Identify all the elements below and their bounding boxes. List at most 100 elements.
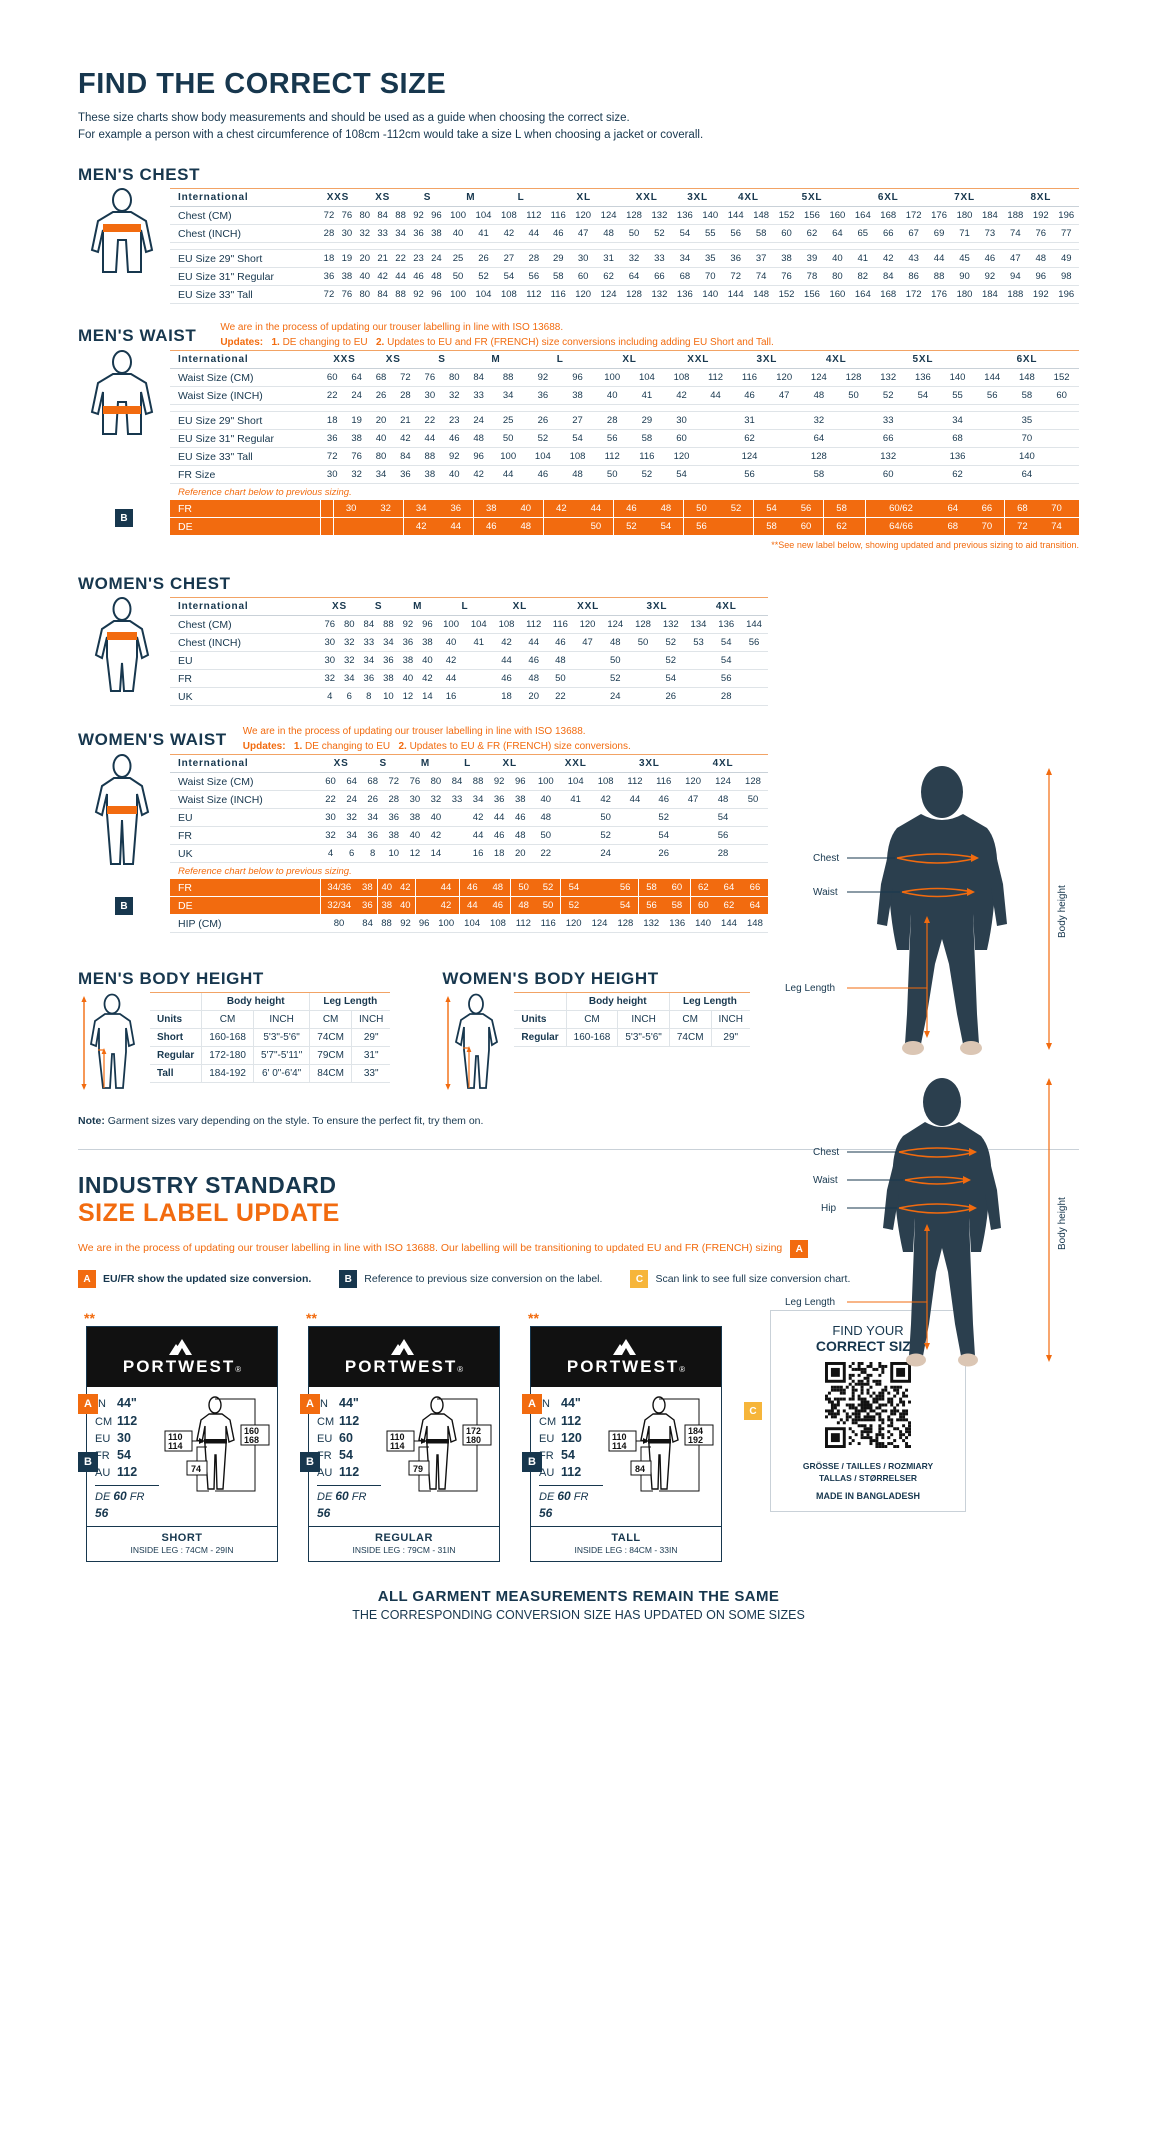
table-cell: 54: [720, 637, 732, 649]
table-cell: 54: [753, 500, 789, 519]
table-cell: 60: [689, 896, 717, 916]
female-chest-label: Chest: [813, 1147, 839, 1158]
table-cell: 76: [341, 210, 353, 222]
table-cell: [561, 827, 591, 845]
table-cell: [858, 500, 866, 519]
brand-banner: PORTWEST®: [531, 1327, 721, 1388]
womens-chest-title: WOMEN'S CHEST: [78, 574, 231, 594]
update-num-2: 2.: [398, 741, 407, 753]
table-cell: 76: [1035, 228, 1047, 240]
update-text-2: Updates to EU and FR (FRENCH) size conve…: [387, 337, 774, 349]
table-cell: 48: [508, 517, 544, 537]
table-row: Waist Size (INCH) 22 24 26 28 30 32 33 34 36 38 40 4…: [170, 387, 1079, 405]
table-cell: 20: [359, 253, 371, 265]
table-cell: 69: [933, 228, 945, 240]
row-label: FR Size: [178, 468, 216, 481]
table-cell: 18: [493, 848, 505, 860]
female-full-figure: [442, 992, 514, 1097]
table-cell: 44: [458, 896, 486, 916]
table-header-row: International XS S M L XL XXL 3XL 4XL: [170, 597, 768, 616]
table-cell: 44: [528, 228, 540, 240]
table-cell: 160: [829, 289, 846, 301]
bh-row: Tall 184-192 6' 0"-6'4" 84CM 33": [150, 1064, 391, 1084]
legend-item-a: A EU/FR show the updated size conversion…: [78, 1270, 311, 1289]
table-cell: 176: [931, 210, 947, 222]
table-cell: 46: [493, 830, 505, 842]
table-cell: 36: [402, 637, 414, 649]
bh-group-header: Body height: [565, 992, 670, 1012]
table-cell: [629, 670, 657, 688]
badge-a-inline: A: [790, 1240, 809, 1259]
table-cell: 104: [475, 210, 492, 222]
table-cell: 116: [550, 210, 566, 222]
row-label: Chest (CM): [178, 209, 232, 222]
qr-line-3: MADE IN BANGLADESH: [815, 1491, 920, 1502]
de-value: 60: [335, 1488, 349, 1503]
table-cell: 44: [395, 271, 406, 283]
label-box: PORTWEST® IN 44" CM 112 EU 30 FR 54 AU 112 DE 60 FR…: [86, 1326, 278, 1562]
table-cell: 108: [569, 451, 586, 463]
row-label: Waist Size (INCH): [178, 389, 263, 402]
bh-cell: 79CM: [309, 1046, 352, 1066]
previous-size-row: DE 60 FR 56: [95, 1484, 159, 1522]
table-cell: 64: [813, 433, 825, 445]
row-label: EU Size 29" Short: [178, 414, 263, 427]
column-header-7xl: 7XL: [954, 192, 975, 204]
table-cell: 27: [572, 415, 583, 427]
column-header-5xl: 5XL: [801, 192, 823, 204]
table-cell: 32: [344, 655, 355, 667]
table-cell: 84: [363, 619, 375, 631]
mens-chest-title: MEN'S CHEST: [78, 165, 201, 185]
table-cell: 38: [781, 253, 792, 265]
bh-subheader: CM: [309, 1010, 352, 1030]
table-cell: 26: [478, 253, 489, 265]
table-cell: 56: [730, 228, 741, 240]
table-cell: 31: [603, 253, 614, 265]
qr-card[interactable]: FIND YOUR CORRECT SIZE GRÖSSE / TAILLES / …: [770, 1310, 966, 1513]
bh-subheader: Units: [514, 1010, 567, 1030]
de-value: 60: [113, 1488, 127, 1503]
table-cell: 68: [935, 517, 970, 537]
table-cell: 50: [502, 433, 514, 445]
table-cell: 36: [358, 896, 378, 916]
table-cell: 50: [747, 794, 759, 806]
table-cell: 58: [823, 500, 859, 519]
table-cell: 22: [395, 253, 406, 265]
table-cell: 54: [503, 271, 515, 283]
spec-row: AU 112: [539, 1464, 603, 1481]
column-header-3xl: 3XL: [756, 354, 778, 366]
row-label: FR: [170, 879, 320, 898]
bh-row-label: Tall: [150, 1064, 202, 1084]
label-stars: **: [84, 1310, 95, 1327]
table-cell: 52: [537, 433, 549, 445]
table-cell: 54: [560, 879, 587, 898]
qr-code-icon[interactable]: [825, 1362, 911, 1449]
table-cell: 40: [448, 469, 460, 481]
table-cell: 38: [341, 271, 353, 283]
table-cell: 45: [959, 253, 970, 265]
table-cell: 44: [629, 794, 641, 806]
bh-cell: 6' 0"-6'4": [252, 1064, 310, 1084]
table-cell: 184: [981, 210, 998, 222]
table-cell: 40: [452, 228, 464, 240]
table-cell: 90: [959, 271, 970, 283]
garment-labels-row: ** PORTWEST® IN 44" CM 112 EU 30 FR 54 AU 112 DE 60 …: [78, 1310, 1079, 1562]
table-cell: 184: [981, 289, 998, 301]
table-cell: 196: [1058, 289, 1075, 301]
table-cell: 44: [424, 433, 436, 445]
table-cell: 92: [448, 451, 460, 463]
table-cell: 48: [528, 673, 539, 685]
svg-text:79: 79: [413, 1464, 423, 1474]
table-cell: 34: [375, 469, 387, 481]
bh-group-header: Leg Length: [309, 992, 391, 1012]
table-cell: 48: [717, 794, 729, 806]
table-cell: 26: [375, 390, 387, 402]
table-cell: 128: [617, 918, 634, 930]
row-label: DE: [170, 896, 320, 916]
table-cell: 36: [383, 655, 394, 667]
svg-text:184: 184: [688, 1426, 703, 1436]
svg-text:114: 114: [612, 1441, 627, 1451]
mens-body-height-block: MEN'S BODY HEIGHT Body height L: [78, 969, 391, 1097]
table-cell: 60: [781, 228, 792, 240]
